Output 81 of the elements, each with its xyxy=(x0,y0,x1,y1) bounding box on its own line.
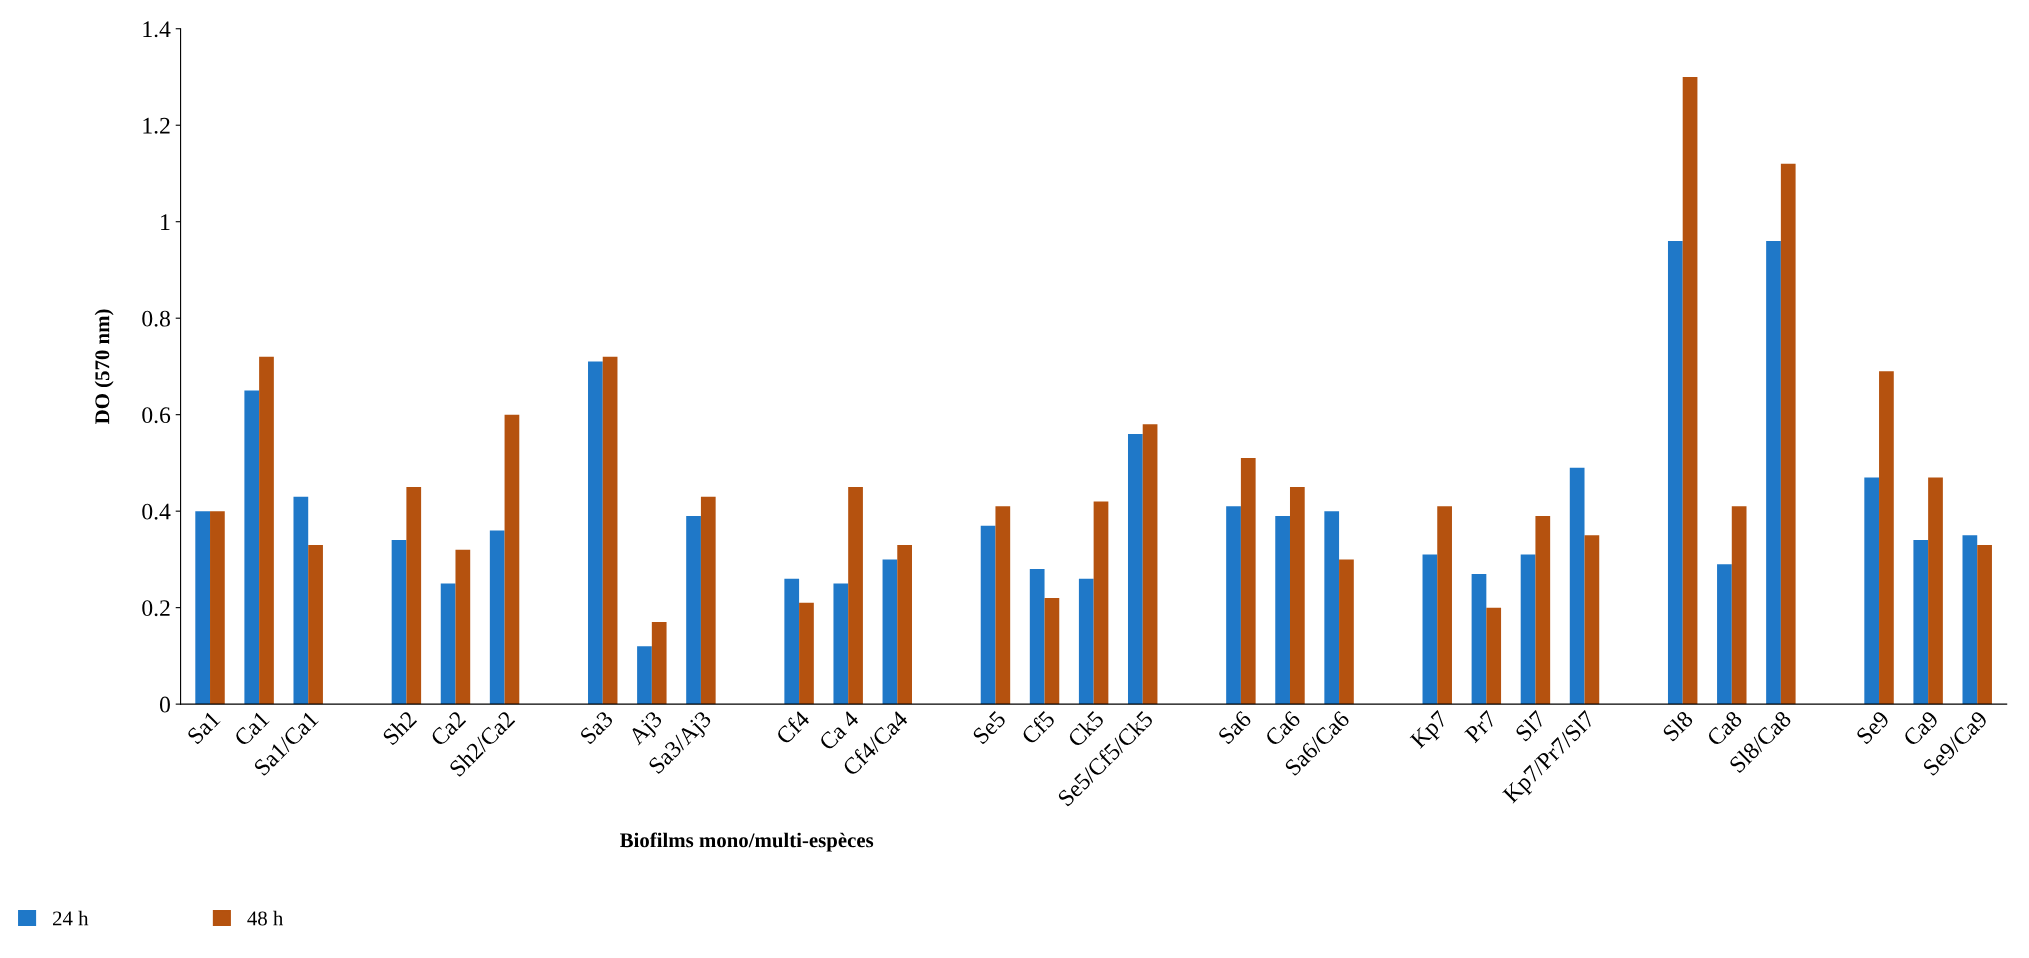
bar xyxy=(1044,598,1060,705)
bar xyxy=(1682,76,1698,705)
bar xyxy=(1226,506,1241,705)
bar xyxy=(489,530,505,705)
bar xyxy=(897,544,912,705)
x-tick-label: Sa1 xyxy=(186,710,221,745)
bar xyxy=(1078,578,1094,705)
bar xyxy=(1717,564,1732,705)
bar xyxy=(588,361,603,705)
bar xyxy=(504,414,520,705)
bar xyxy=(391,540,407,705)
x-tick-label: Se5 xyxy=(972,710,1007,745)
bar xyxy=(244,390,260,705)
bar xyxy=(1093,501,1109,705)
y-tick-label: 0 xyxy=(159,696,170,713)
bar xyxy=(1142,424,1158,705)
y-tick-label: 0.4 xyxy=(142,503,171,520)
x-tick-label: Cf4 xyxy=(774,709,811,746)
x-tick-label: Sl8 xyxy=(1661,709,1694,742)
y-tick-label: 0.6 xyxy=(142,407,171,424)
bar xyxy=(1780,163,1796,705)
bar xyxy=(406,487,422,705)
bar xyxy=(1535,515,1551,705)
x-tick-label: Cf5 xyxy=(1020,709,1056,746)
bar xyxy=(1879,371,1894,705)
bar xyxy=(1127,433,1143,705)
bar xyxy=(210,511,225,705)
x-tick-label: Sa6 xyxy=(1217,710,1253,745)
bar xyxy=(686,515,701,705)
bar xyxy=(1240,458,1256,705)
bar xyxy=(1422,554,1438,705)
bar xyxy=(1486,607,1502,705)
bar xyxy=(1731,506,1747,705)
bar xyxy=(440,583,456,705)
legend-label: 48 h xyxy=(247,910,284,926)
bar xyxy=(799,602,814,705)
bar xyxy=(1275,515,1290,705)
bar xyxy=(293,496,309,705)
x-tick-label: Sh2 xyxy=(381,709,418,746)
bar xyxy=(980,525,996,705)
legend-label: 24 h xyxy=(53,910,89,926)
bar xyxy=(602,356,618,705)
bar xyxy=(1928,477,1943,705)
bar xyxy=(1962,535,1978,705)
bar xyxy=(1520,554,1536,705)
bar xyxy=(1913,540,1929,705)
x-tick-label: Sa3 xyxy=(579,710,614,745)
x-axis-title: Biofilms mono/multi-espèces xyxy=(620,832,874,852)
bar xyxy=(995,506,1011,705)
y-tick-label: 0.8 xyxy=(142,310,170,327)
bar xyxy=(1584,535,1600,705)
y-tick-label: 1 xyxy=(161,214,170,230)
bar xyxy=(195,511,211,705)
y-tick-label: 0.2 xyxy=(142,600,170,617)
x-tick-label: Pr7 xyxy=(1464,710,1498,744)
y-axis-title: DO (570 nm) xyxy=(94,309,114,424)
bar xyxy=(1324,511,1340,705)
bar xyxy=(882,559,898,705)
bar xyxy=(1471,573,1487,705)
bar xyxy=(1766,241,1781,705)
bar xyxy=(784,578,800,705)
x-tick-label: Kp7 xyxy=(1409,710,1452,753)
bar xyxy=(700,496,716,705)
bar xyxy=(833,583,849,705)
bar xyxy=(308,544,323,705)
bar xyxy=(1977,544,1992,705)
bar xyxy=(259,356,274,705)
bar xyxy=(848,487,863,705)
bar xyxy=(455,549,471,705)
y-tick-label: 1.2 xyxy=(143,117,170,134)
bar xyxy=(637,646,652,705)
bar xyxy=(1569,467,1585,705)
bar xyxy=(1029,569,1045,705)
bar xyxy=(651,622,667,705)
y-tick-label: 1.4 xyxy=(143,21,171,38)
bar xyxy=(1667,241,1683,705)
bar xyxy=(1339,559,1354,705)
bar xyxy=(1289,487,1305,705)
bar xyxy=(1437,506,1452,705)
x-tick-label: Se9 xyxy=(1855,710,1891,745)
bar xyxy=(1864,477,1880,705)
